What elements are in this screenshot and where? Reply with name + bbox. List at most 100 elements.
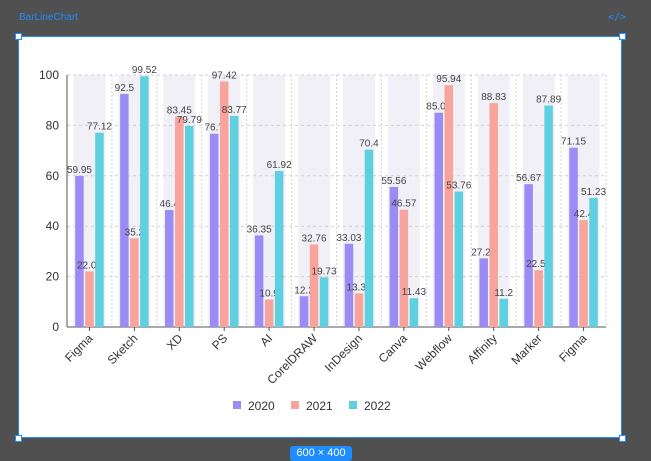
resize-handle-bottom-left[interactable] [15,435,22,442]
data-label: 85.02 [426,102,451,113]
bar-2020 [165,210,174,327]
bar-2020 [524,184,533,327]
y-tick-label: 100 [39,68,59,82]
resize-handle-bottom-right[interactable] [619,435,626,442]
data-label: 10.9 [259,289,279,300]
bar-2022 [274,170,284,327]
bar-2020 [254,235,264,327]
data-label: 99.52 [132,65,157,76]
data-label: 12.2 [294,285,314,296]
bar-2022 [185,125,194,327]
data-label: 27.25 [471,247,496,258]
data-label: 22.07 [77,260,102,271]
data-label: 70.4 [359,139,379,150]
x-tick-label: Sketch [105,331,141,367]
data-label: 95.94 [436,74,461,85]
bar-2022 [544,105,553,327]
resize-handle-top-right[interactable] [619,33,626,40]
data-label: 83.45 [167,106,192,117]
x-tick-label: Marker [508,331,544,367]
resize-handle-top-left[interactable] [15,33,22,40]
bar-2020 [75,175,84,327]
x-tick-label: Figma [556,331,590,365]
bar-2020 [344,243,354,327]
bar-2021 [264,299,274,327]
bar-2021 [219,81,229,327]
bar-2021 [489,103,498,327]
data-label: 77.12 [87,122,112,133]
data-label: 36.35 [247,224,272,235]
data-label: 46.57 [391,199,416,210]
bar-2020 [434,112,444,327]
frame-label[interactable]: BarLineChart [19,12,78,23]
bar-2022 [319,277,329,327]
y-tick-label: 60 [46,169,60,183]
x-tick-label: Figma [62,331,96,365]
data-label: 87.89 [536,95,561,106]
data-label: 13.36 [346,282,371,293]
bar-chart: 0 20 40 60 80 100 59.95 92.5 46.4 76.7 36.35 12.2 33… [39,65,607,413]
bar-2020 [120,93,129,328]
data-label: 32.76 [302,233,327,244]
bar-2022 [589,197,598,327]
bar-2020 [479,258,488,327]
data-label: 35.2 [125,227,145,238]
x-tick-label: Affinity [465,331,500,366]
y-tick-label: 40 [46,219,60,233]
data-label: 11.2 [494,288,513,299]
bar-2022 [229,115,239,327]
data-label: 51.23 [581,187,606,198]
x-tick-label: PS [209,331,230,352]
legend-label: 2022 [364,399,391,413]
bar-2022 [499,298,508,327]
y-tick-label: 80 [46,118,60,132]
legend-swatch [291,401,299,409]
bar-2021 [399,209,409,327]
data-label: 79.79 [177,115,202,126]
legend-swatch [349,401,357,409]
x-tick-label: Webflow [413,331,456,374]
data-label: 55.56 [381,176,406,187]
bar-2021 [354,293,364,327]
data-label: 22.54 [526,259,551,270]
data-label: 71.15 [561,137,586,148]
bar-2021 [579,220,588,327]
bar-2022 [454,191,464,327]
bar-2021 [130,238,139,327]
data-label: 53.76 [446,181,471,192]
bar-2021 [175,116,184,328]
data-label: 59.95 [67,165,92,176]
bar-2021 [444,85,454,327]
data-label: 33.03 [336,233,361,244]
x-tick-label: Canva [376,331,411,366]
bar-2021 [534,270,543,327]
bar-2022 [409,298,419,327]
data-label: 19.73 [312,266,337,277]
bar-2022 [140,76,149,327]
x-tick-label: XD [164,331,186,353]
y-tick-label: 0 [52,320,59,334]
bar-2020 [299,296,309,327]
legend-swatch [233,401,241,409]
data-label: 92.5 [115,83,135,94]
data-label: 42.4 [574,209,594,220]
bar-2021 [309,244,319,327]
bar-2020 [569,147,578,327]
data-label: 88.83 [481,92,506,103]
legend-label: 2021 [306,399,333,413]
bar-2020 [209,133,219,327]
data-label: 46.4 [160,199,180,210]
data-label: 56.67 [516,173,541,184]
x-tick-label: AI [257,331,275,349]
data-label: 11.43 [402,287,427,298]
bar-2021 [85,271,94,327]
code-icon[interactable]: </> [608,12,627,23]
size-badge: 600 × 400 [290,446,352,461]
x-tick-label: InDesign [322,331,365,374]
bar-2020 [389,186,399,327]
legend-label: 2020 [248,399,275,413]
bar-2022 [95,132,104,327]
y-tick-label: 20 [46,270,60,284]
data-label: 61.92 [267,160,292,171]
bar-2022 [364,149,374,327]
